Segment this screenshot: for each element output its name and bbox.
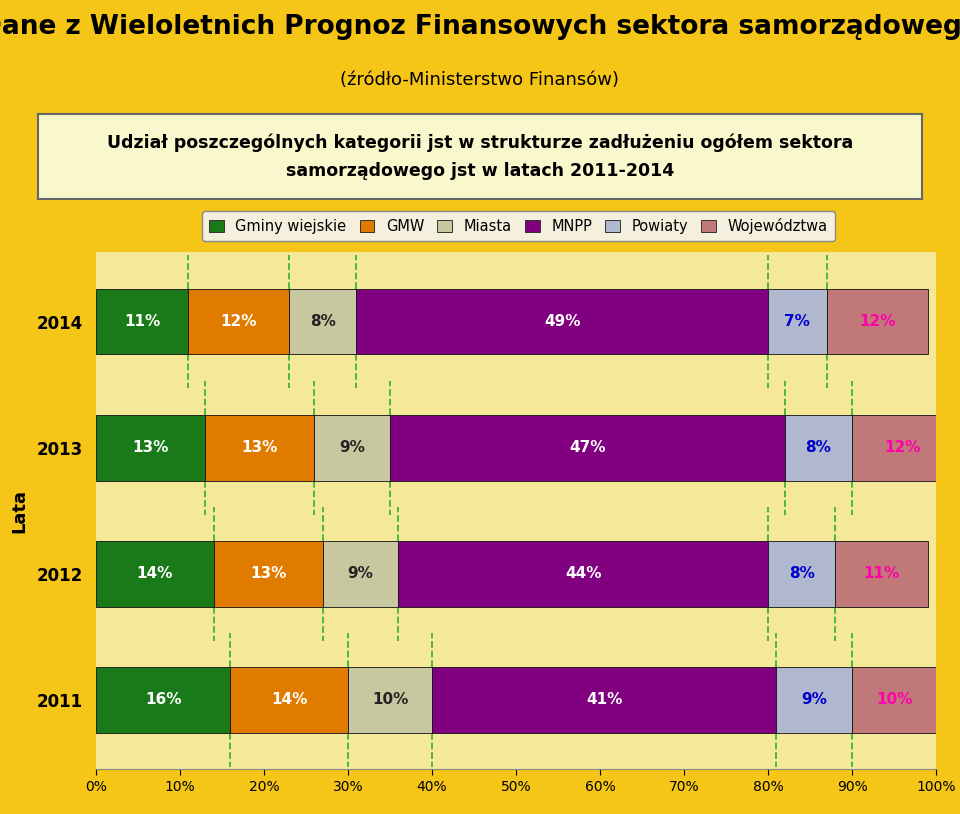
Bar [835,541,927,606]
Bar [785,415,852,480]
Bar [348,667,432,733]
Bar [230,667,348,733]
Text: 16%: 16% [145,693,181,707]
Text: 10%: 10% [876,693,912,707]
Text: 49%: 49% [544,314,581,329]
Text: 12%: 12% [884,440,921,455]
Bar [432,667,777,733]
Text: 7%: 7% [784,314,810,329]
Text: 10%: 10% [372,693,408,707]
Bar [314,415,390,480]
Text: 12%: 12% [859,314,896,329]
Bar [768,541,835,606]
Text: (źródło-Ministerstwo Finansów): (źródło-Ministerstwo Finansów) [341,72,619,90]
Bar [96,415,205,480]
Text: 9%: 9% [339,440,365,455]
Bar [96,667,230,733]
Text: 8%: 8% [789,567,814,581]
Bar [852,415,952,480]
Text: 12%: 12% [221,314,257,329]
Bar [827,289,927,354]
Bar [214,541,323,606]
Text: 47%: 47% [569,440,606,455]
Text: Udział poszczególnych kategorii jst w strukturze zadłużeniu ogółem sektora
samor: Udział poszczególnych kategorii jst w st… [107,133,853,180]
Bar [96,289,188,354]
Text: 44%: 44% [564,567,602,581]
Bar [289,289,356,354]
Bar [768,289,827,354]
Text: 13%: 13% [250,567,286,581]
Text: 9%: 9% [802,693,828,707]
Text: 11%: 11% [124,314,160,329]
Bar [323,541,398,606]
Bar [398,541,768,606]
Y-axis label: Lata: Lata [11,488,28,533]
Bar [852,667,936,733]
Text: 8%: 8% [805,440,831,455]
Text: 8%: 8% [310,314,336,329]
Legend: Gminy wiejskie, GMW, Miasta, MNPP, Powiaty, Województwa: Gminy wiejskie, GMW, Miasta, MNPP, Powia… [202,211,835,241]
Bar [188,289,289,354]
Bar [96,541,214,606]
Text: 14%: 14% [136,567,173,581]
Bar [356,289,768,354]
Text: 13%: 13% [242,440,278,455]
Bar [777,667,852,733]
Text: 13%: 13% [132,440,169,455]
Text: 14%: 14% [271,693,307,707]
Bar [205,415,314,480]
Text: 11%: 11% [863,567,900,581]
Text: Dane z Wieloletnich Prognoz Finansowych sektora samorządowego: Dane z Wieloletnich Prognoz Finansowych … [0,15,960,41]
Text: 41%: 41% [586,693,622,707]
Bar [390,415,784,480]
Text: 9%: 9% [348,567,373,581]
